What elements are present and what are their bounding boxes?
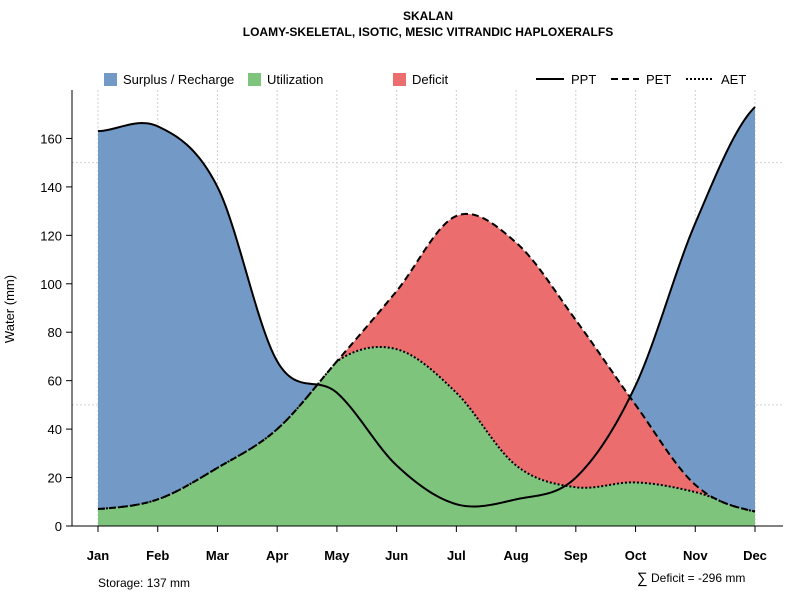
legend-swatch bbox=[104, 73, 117, 86]
legend-label: Deficit bbox=[412, 72, 449, 87]
y-tick-label: 20 bbox=[48, 471, 62, 486]
chart-axes: 0 20 40 60 80 100 120 140 160 Jan Feb Mar Apr May Jun J… bbox=[40, 90, 783, 563]
chart-subtitle: LOAMY-SKELETAL, ISOTIC, MESIC VITRANDIC … bbox=[243, 25, 613, 39]
x-tick-label: Jul bbox=[447, 548, 466, 563]
legend-item-surplus-recharge: Surplus / Recharge bbox=[104, 72, 234, 87]
chart-title: SKALAN bbox=[403, 9, 453, 23]
y-tick-label: 0 bbox=[55, 519, 62, 534]
x-tick-label: Jun bbox=[385, 548, 408, 563]
legend-label: Surplus / Recharge bbox=[123, 72, 234, 87]
deficit-area bbox=[98, 213, 755, 512]
surplus-recharge-area bbox=[98, 106, 755, 527]
deficit-total-label: Deficit = -296 mm bbox=[651, 571, 745, 585]
x-tick-label: Jan bbox=[87, 548, 109, 563]
chart-legend: Surplus / Recharge Utilization Deficit PPT P… bbox=[104, 72, 746, 87]
y-tick-label: 140 bbox=[40, 180, 62, 195]
chart-lines bbox=[97, 106, 756, 513]
utilization-area bbox=[98, 346, 755, 526]
x-tick-label: Dec bbox=[743, 548, 767, 563]
legend-item-deficit: Deficit bbox=[393, 72, 449, 87]
legend-label: PPT bbox=[571, 72, 596, 87]
series-line-ppt bbox=[97, 106, 756, 508]
legend-item-ppt: PPT bbox=[536, 72, 596, 87]
legend-item-aet: AET bbox=[686, 72, 746, 87]
deficit-sum-symbol: ∑ bbox=[637, 570, 648, 587]
y-axis-label: Water (mm) bbox=[2, 275, 17, 343]
y-tick-label: 160 bbox=[40, 131, 62, 146]
x-tick-label: May bbox=[324, 548, 350, 563]
x-tick-label: Aug bbox=[503, 548, 528, 563]
legend-label: PET bbox=[646, 72, 671, 87]
x-tick-label: Sep bbox=[564, 548, 588, 563]
x-tick-label: Mar bbox=[206, 548, 229, 563]
legend-item-utilization: Utilization bbox=[248, 72, 323, 87]
legend-swatch bbox=[393, 73, 406, 86]
chart-areas bbox=[98, 106, 755, 527]
x-tick-label: Oct bbox=[625, 548, 647, 563]
x-tick-label: Nov bbox=[683, 548, 708, 563]
y-tick-label: 120 bbox=[40, 228, 62, 243]
storage-label: Storage: 137 mm bbox=[98, 576, 190, 590]
x-tick-label: Apr bbox=[266, 548, 288, 563]
y-tick-label: 60 bbox=[48, 374, 62, 389]
legend-swatch bbox=[248, 73, 261, 86]
y-tick-label: 80 bbox=[48, 325, 62, 340]
x-tick-label: Feb bbox=[146, 548, 169, 563]
series-line-pet bbox=[97, 212, 756, 513]
y-tick-label: 100 bbox=[40, 277, 62, 292]
legend-label: AET bbox=[721, 72, 746, 87]
legend-item-pet: PET bbox=[611, 72, 671, 87]
legend-label: Utilization bbox=[267, 72, 323, 87]
y-tick-label: 40 bbox=[48, 422, 62, 437]
